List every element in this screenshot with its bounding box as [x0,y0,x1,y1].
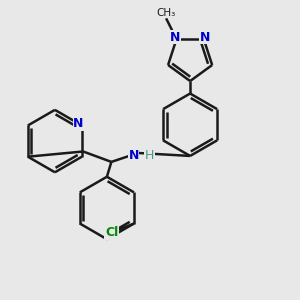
Text: Cl: Cl [105,226,118,239]
Text: N: N [73,118,83,130]
Text: N: N [128,149,139,162]
Text: H: H [145,149,154,162]
Text: N: N [200,31,210,44]
Text: N: N [170,31,180,44]
Text: CH₃: CH₃ [157,8,176,18]
